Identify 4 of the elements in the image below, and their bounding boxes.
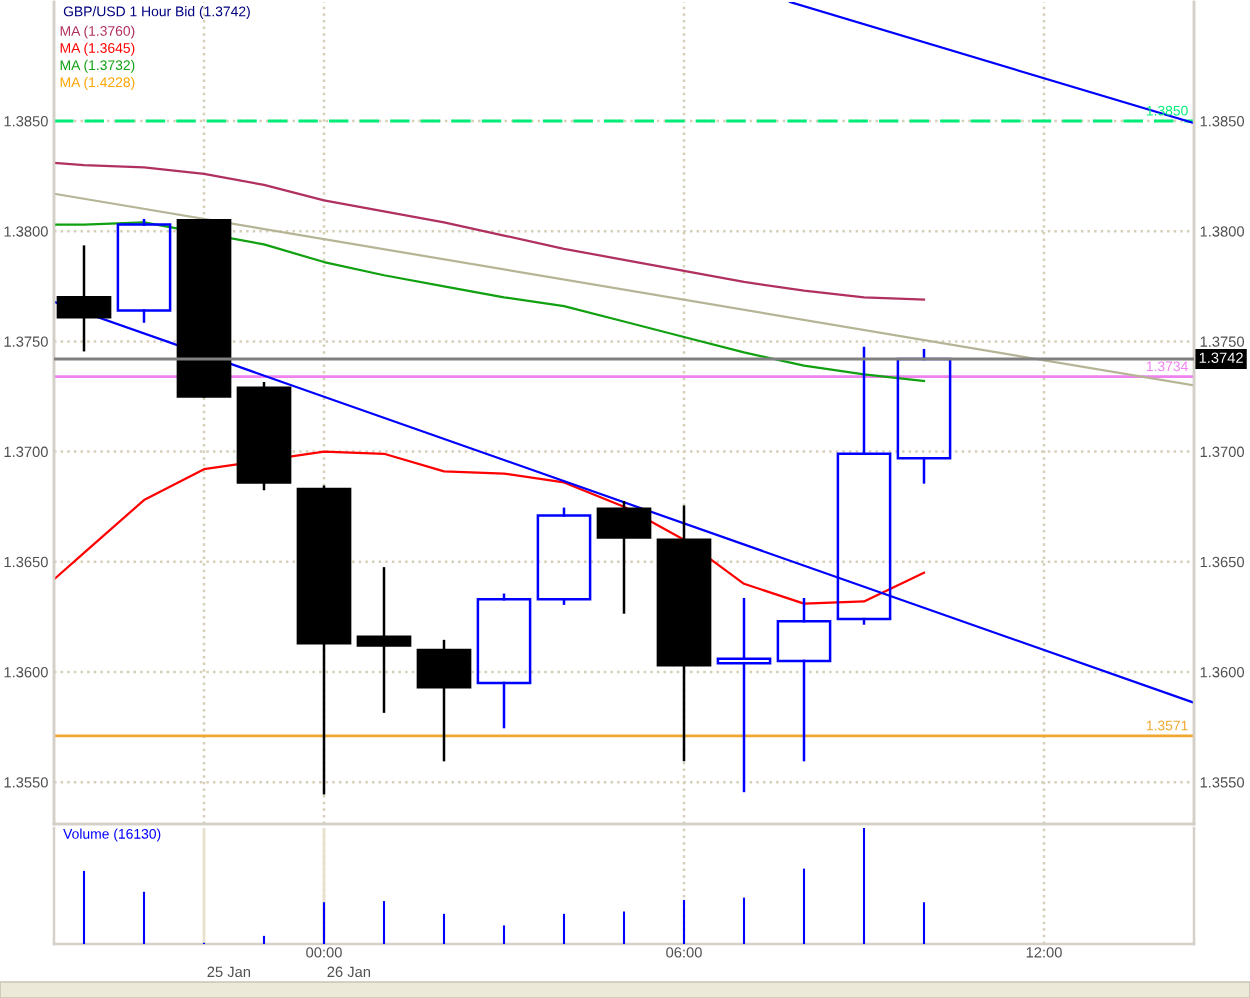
candlestick <box>716 597 772 793</box>
candlestick <box>356 567 412 713</box>
candlestick <box>776 597 832 762</box>
candlestick <box>836 346 892 625</box>
